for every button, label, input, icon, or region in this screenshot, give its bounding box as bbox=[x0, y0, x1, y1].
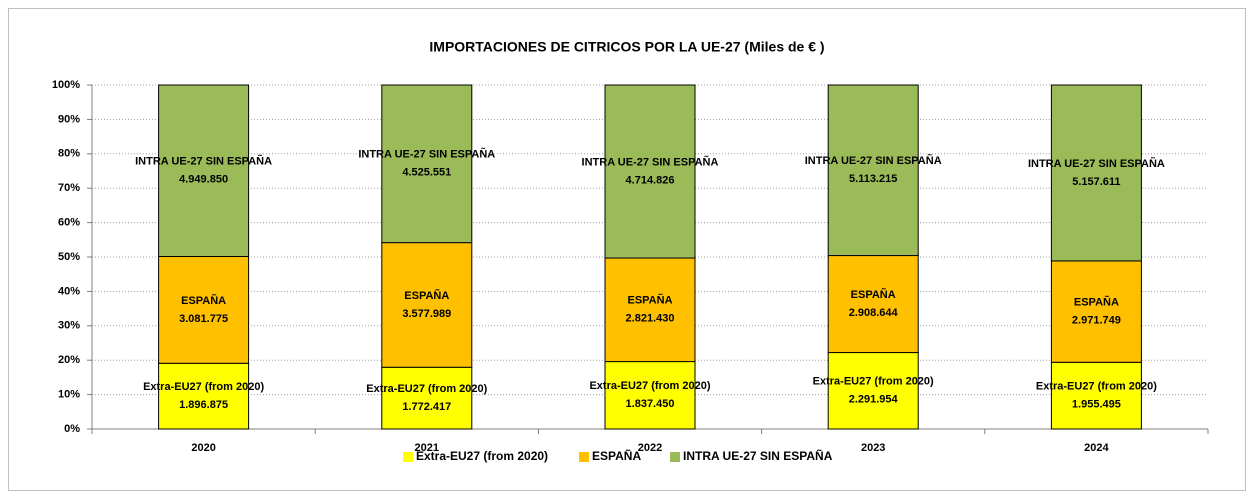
data-label: 2.908.644 bbox=[849, 307, 899, 319]
bar-segment bbox=[1050, 260, 1142, 363]
bar-segment bbox=[158, 362, 250, 430]
y-tick-label: 40% bbox=[58, 285, 80, 297]
y-tick-label: 90% bbox=[58, 113, 80, 125]
legend-swatch bbox=[403, 452, 413, 462]
segment-name-label: ESPAÑA bbox=[627, 294, 672, 307]
data-label: 1.896.875 bbox=[179, 399, 228, 411]
y-tick-label: 0% bbox=[64, 423, 80, 435]
bar-segment bbox=[827, 84, 919, 257]
segment-name-label: Extra-EU27 (from 2020) bbox=[366, 383, 487, 395]
bar-segment bbox=[158, 256, 250, 364]
legend-label: ESPAÑA bbox=[592, 448, 641, 463]
x-tick-label: 2022 bbox=[638, 442, 662, 454]
y-tick-label: 70% bbox=[58, 182, 80, 194]
segment-name-label: Extra-EU27 (from 2020) bbox=[1036, 381, 1157, 393]
segment-name-label: Extra-EU27 (from 2020) bbox=[813, 376, 934, 388]
segment-name-label: ESPAÑA bbox=[1074, 296, 1119, 309]
bar-segment bbox=[604, 361, 696, 430]
bar-segment bbox=[604, 257, 696, 363]
bar-segment bbox=[1050, 84, 1142, 262]
segment-name-label: INTRA UE-27 SIN ESPAÑA bbox=[1028, 157, 1165, 170]
segment-name-label: INTRA UE-27 SIN ESPAÑA bbox=[582, 155, 719, 168]
y-tick-label: 100% bbox=[52, 79, 80, 91]
segment-name-label: INTRA UE-27 SIN ESPAÑA bbox=[135, 155, 272, 168]
y-tick-label: 80% bbox=[58, 148, 80, 160]
bar-segment bbox=[827, 352, 919, 430]
segment-name-label: Extra-EU27 (from 2020) bbox=[143, 381, 264, 393]
data-label: 3.081.775 bbox=[179, 313, 228, 325]
y-tick-label: 60% bbox=[58, 217, 80, 229]
segment-name-label: ESPAÑA bbox=[181, 294, 226, 307]
bar-segment bbox=[604, 84, 696, 259]
y-tick-label: 10% bbox=[58, 389, 80, 401]
data-label: 5.157.611 bbox=[1072, 176, 1120, 188]
data-label: 2.291.954 bbox=[849, 394, 899, 406]
bar-segment bbox=[381, 242, 473, 368]
data-label: 4.949.850 bbox=[179, 174, 228, 186]
y-tick-label: 20% bbox=[58, 354, 80, 366]
x-tick-label: 2023 bbox=[861, 442, 885, 454]
bar-segment bbox=[1050, 361, 1142, 430]
y-tick-label: 50% bbox=[58, 251, 80, 263]
legend-swatch bbox=[670, 452, 680, 462]
data-label: 5.113.215 bbox=[849, 173, 897, 185]
bar-segment bbox=[827, 255, 919, 354]
segment-name-label: Extra-EU27 (from 2020) bbox=[589, 380, 710, 392]
data-label: 1.955.495 bbox=[1072, 399, 1121, 411]
data-label: 1.837.450 bbox=[626, 398, 675, 410]
chart-title: IMPORTACIONES DE CITRICOS POR LA UE-27 (… bbox=[429, 39, 824, 55]
legend-label: INTRA UE-27 SIN ESPAÑA bbox=[683, 448, 833, 463]
segment-name-label: INTRA UE-27 SIN ESPAÑA bbox=[358, 148, 495, 161]
segment-name-label: ESPAÑA bbox=[404, 289, 449, 302]
data-label: 1.772.417 bbox=[402, 401, 451, 413]
bar-segment bbox=[381, 366, 473, 430]
data-label: 2.821.430 bbox=[626, 313, 675, 325]
data-label: 4.525.551 bbox=[402, 167, 451, 179]
segment-name-label: ESPAÑA bbox=[851, 288, 896, 301]
x-tick-label: 2024 bbox=[1084, 442, 1109, 454]
legend-swatch bbox=[579, 452, 589, 462]
data-label: 2.971.749 bbox=[1072, 315, 1121, 327]
x-tick-label: 2020 bbox=[191, 442, 215, 454]
bar-segment bbox=[158, 84, 250, 258]
segment-name-label: INTRA UE-27 SIN ESPAÑA bbox=[805, 154, 942, 167]
data-label: 3.577.989 bbox=[402, 308, 451, 320]
x-tick-label: 2021 bbox=[415, 442, 439, 454]
y-tick-label: 30% bbox=[58, 320, 80, 332]
legend-label: Extra-EU27 (from 2020) bbox=[416, 449, 548, 463]
bar-segment bbox=[381, 84, 473, 244]
data-label: 4.714.826 bbox=[626, 174, 675, 186]
